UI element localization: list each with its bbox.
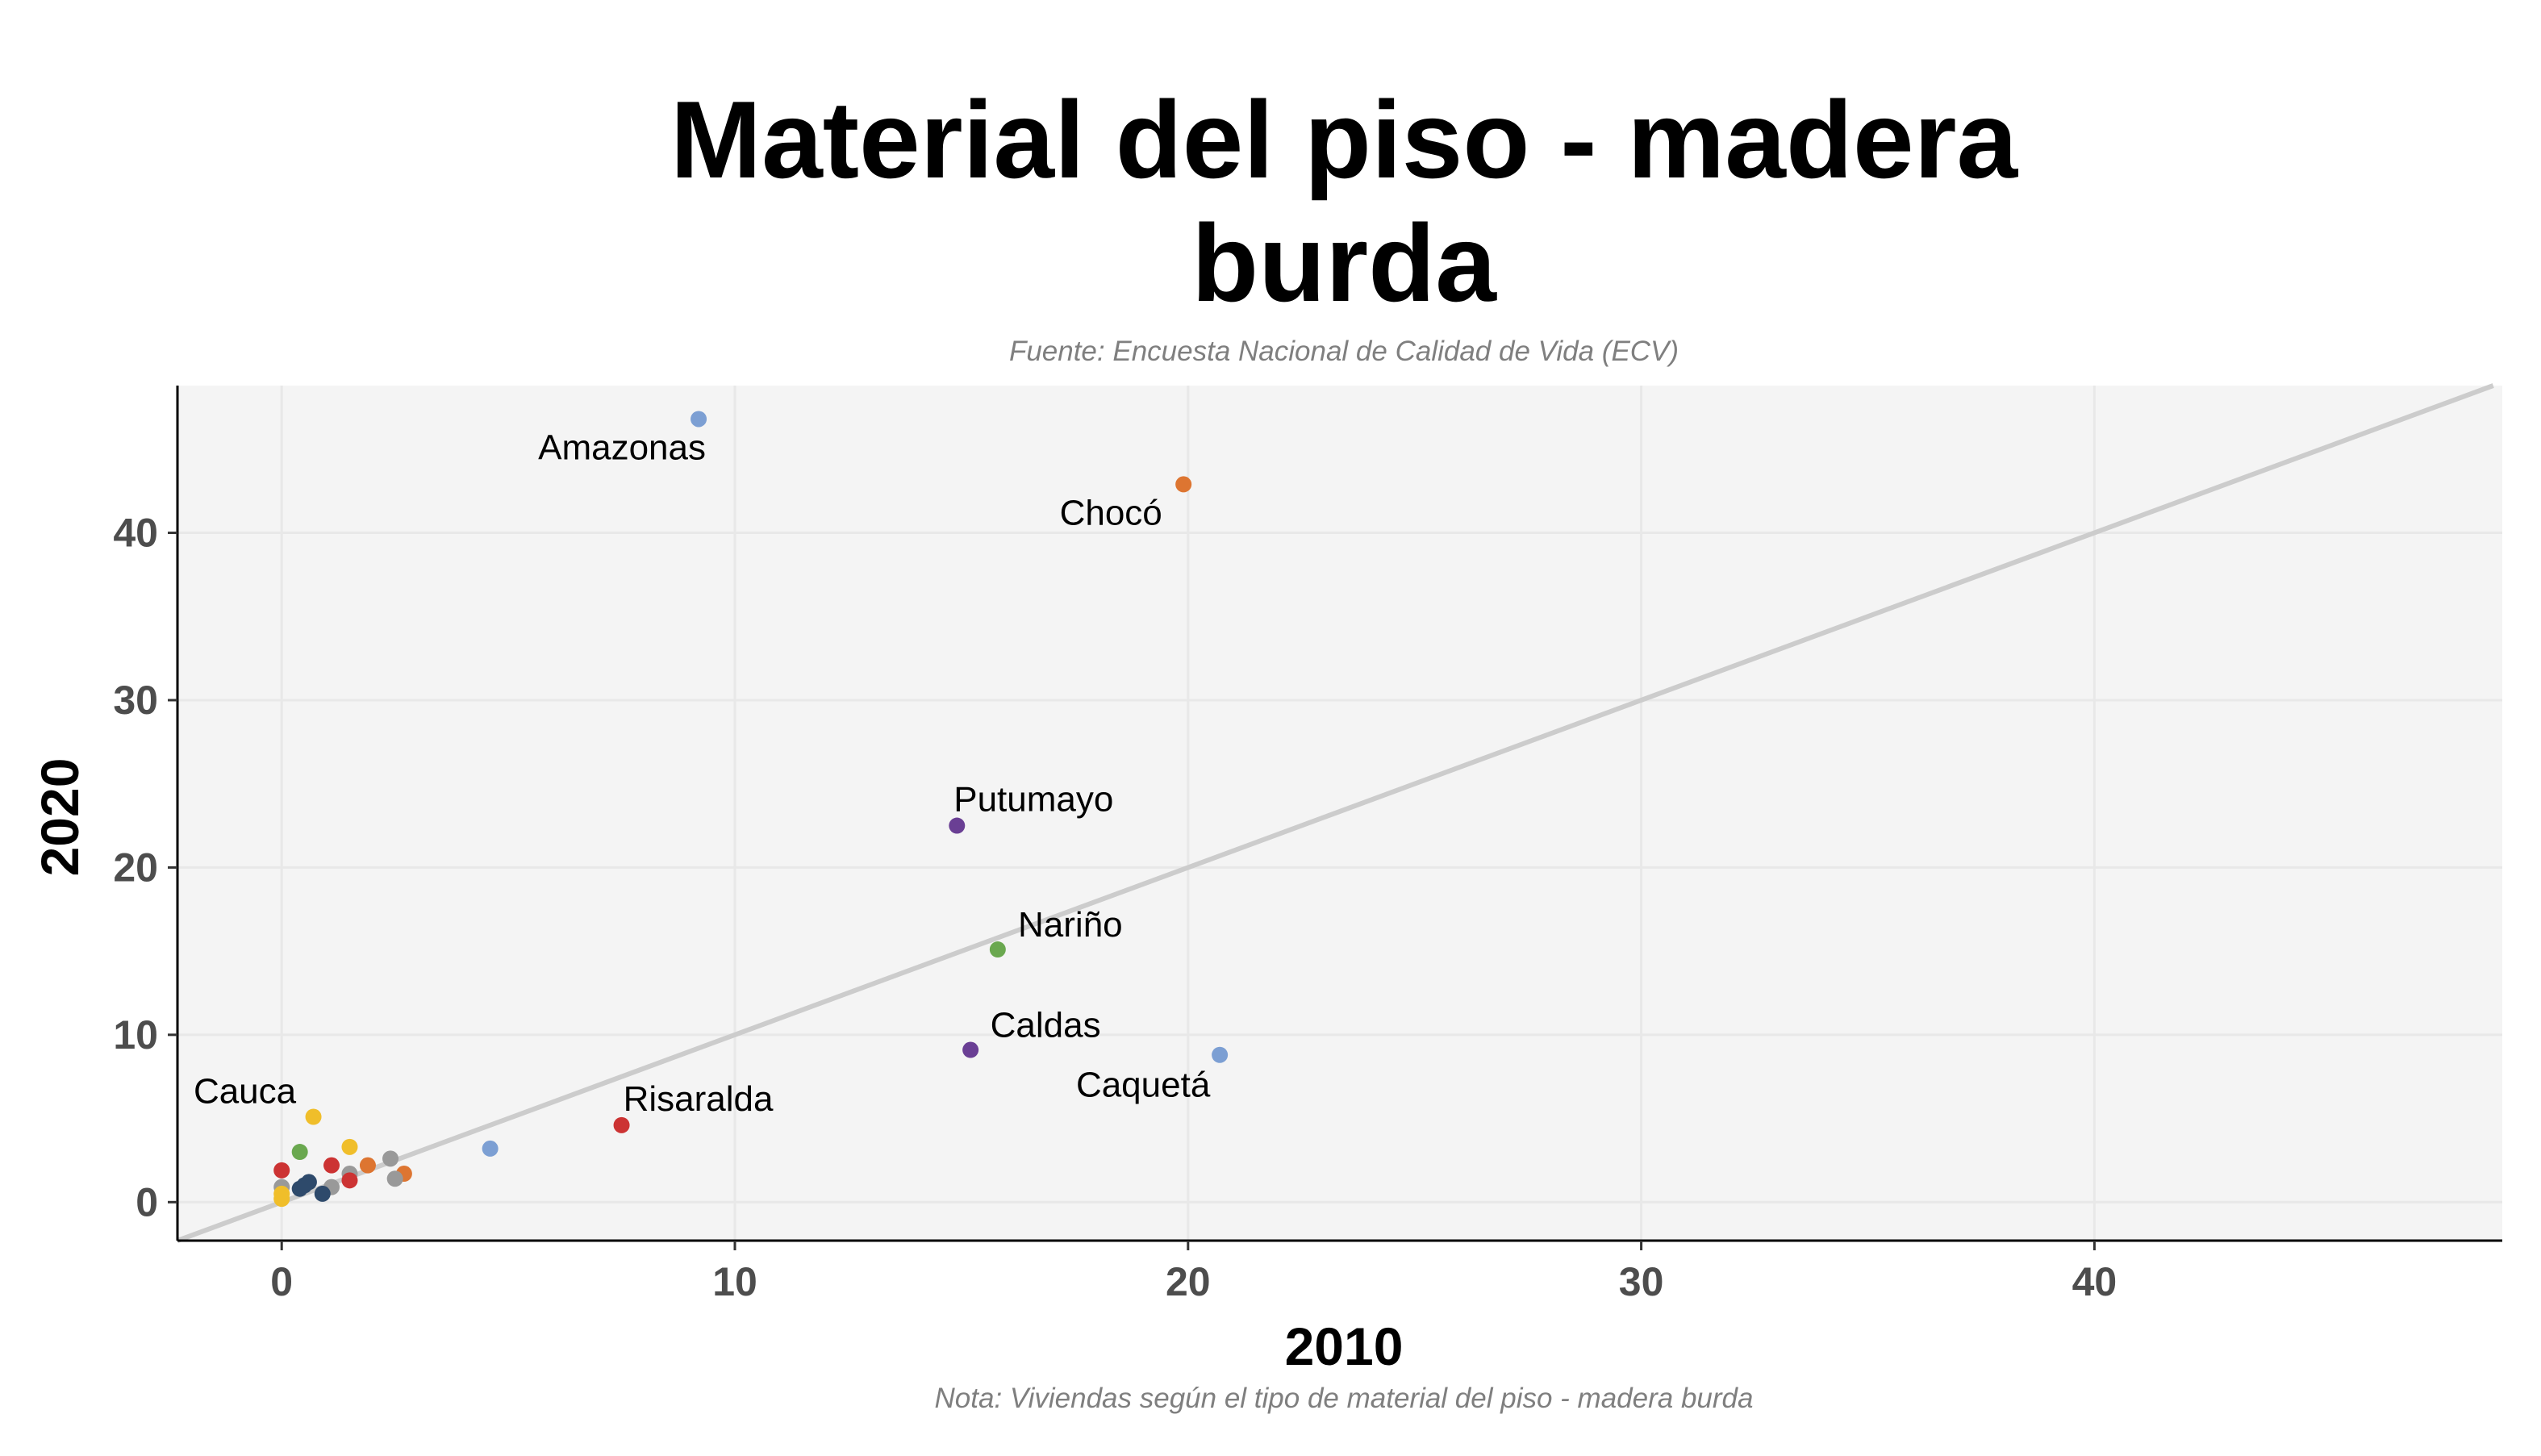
point-label: Risaralda xyxy=(624,1079,774,1119)
y-tick-label: 30 xyxy=(113,678,158,723)
point-label: Caldas xyxy=(991,1006,1101,1045)
point-label: Cauca xyxy=(194,1071,297,1111)
data-point xyxy=(323,1157,340,1174)
x-tick-label: 10 xyxy=(712,1259,757,1304)
point-label: Nariño xyxy=(1018,905,1123,945)
chart-title-line-1: Material del piso - madera xyxy=(670,78,2019,201)
point-label: Amazonas xyxy=(538,428,706,467)
data-point xyxy=(341,1172,358,1189)
plot-area: 0 10 20 30 40 0 10 20 30 40 Amazonas Chocó Putumayo N… xyxy=(113,383,2502,1304)
x-tick-label: 40 xyxy=(2072,1259,2118,1304)
x-tick-label: 30 xyxy=(1619,1259,1664,1304)
data-point xyxy=(482,1140,499,1157)
chart-subtitle: Fuente: Encuesta Nacional de Calidad de … xyxy=(1009,336,1679,367)
data-point xyxy=(291,1144,308,1161)
data-point xyxy=(341,1138,358,1155)
x-tick-label: 20 xyxy=(1166,1259,1211,1304)
chart-title-line-2: burda xyxy=(1191,202,1497,324)
data-point xyxy=(382,1150,399,1167)
y-tick-label: 0 xyxy=(136,1179,158,1224)
data-point xyxy=(989,941,1006,958)
y-tick-label: 10 xyxy=(113,1012,158,1058)
data-point xyxy=(273,1191,290,1208)
data-point xyxy=(691,411,707,428)
data-point xyxy=(314,1185,331,1202)
data-point xyxy=(949,817,966,834)
point-label: Caquetá xyxy=(1076,1066,1211,1105)
x-axis-title: 2010 xyxy=(1285,1316,1404,1376)
point-label: Chocó xyxy=(1060,493,1162,532)
data-point xyxy=(1212,1046,1229,1063)
chart-caption: Nota: Viviendas según el tipo de materia… xyxy=(935,1383,1754,1414)
y-tick-label: 40 xyxy=(113,511,158,556)
point-label: Putumayo xyxy=(953,780,1113,820)
y-axis-title: 2020 xyxy=(30,758,90,877)
y-tick-label: 20 xyxy=(113,845,158,890)
data-point xyxy=(962,1041,979,1058)
data-point xyxy=(613,1116,630,1133)
data-point xyxy=(386,1170,403,1187)
x-tick-label: 0 xyxy=(270,1259,293,1304)
identity-reference-line xyxy=(176,383,2494,1243)
data-point xyxy=(359,1157,376,1174)
data-point xyxy=(273,1162,290,1179)
data-point xyxy=(291,1180,308,1197)
data-point xyxy=(1175,476,1192,493)
data-point xyxy=(305,1108,322,1125)
